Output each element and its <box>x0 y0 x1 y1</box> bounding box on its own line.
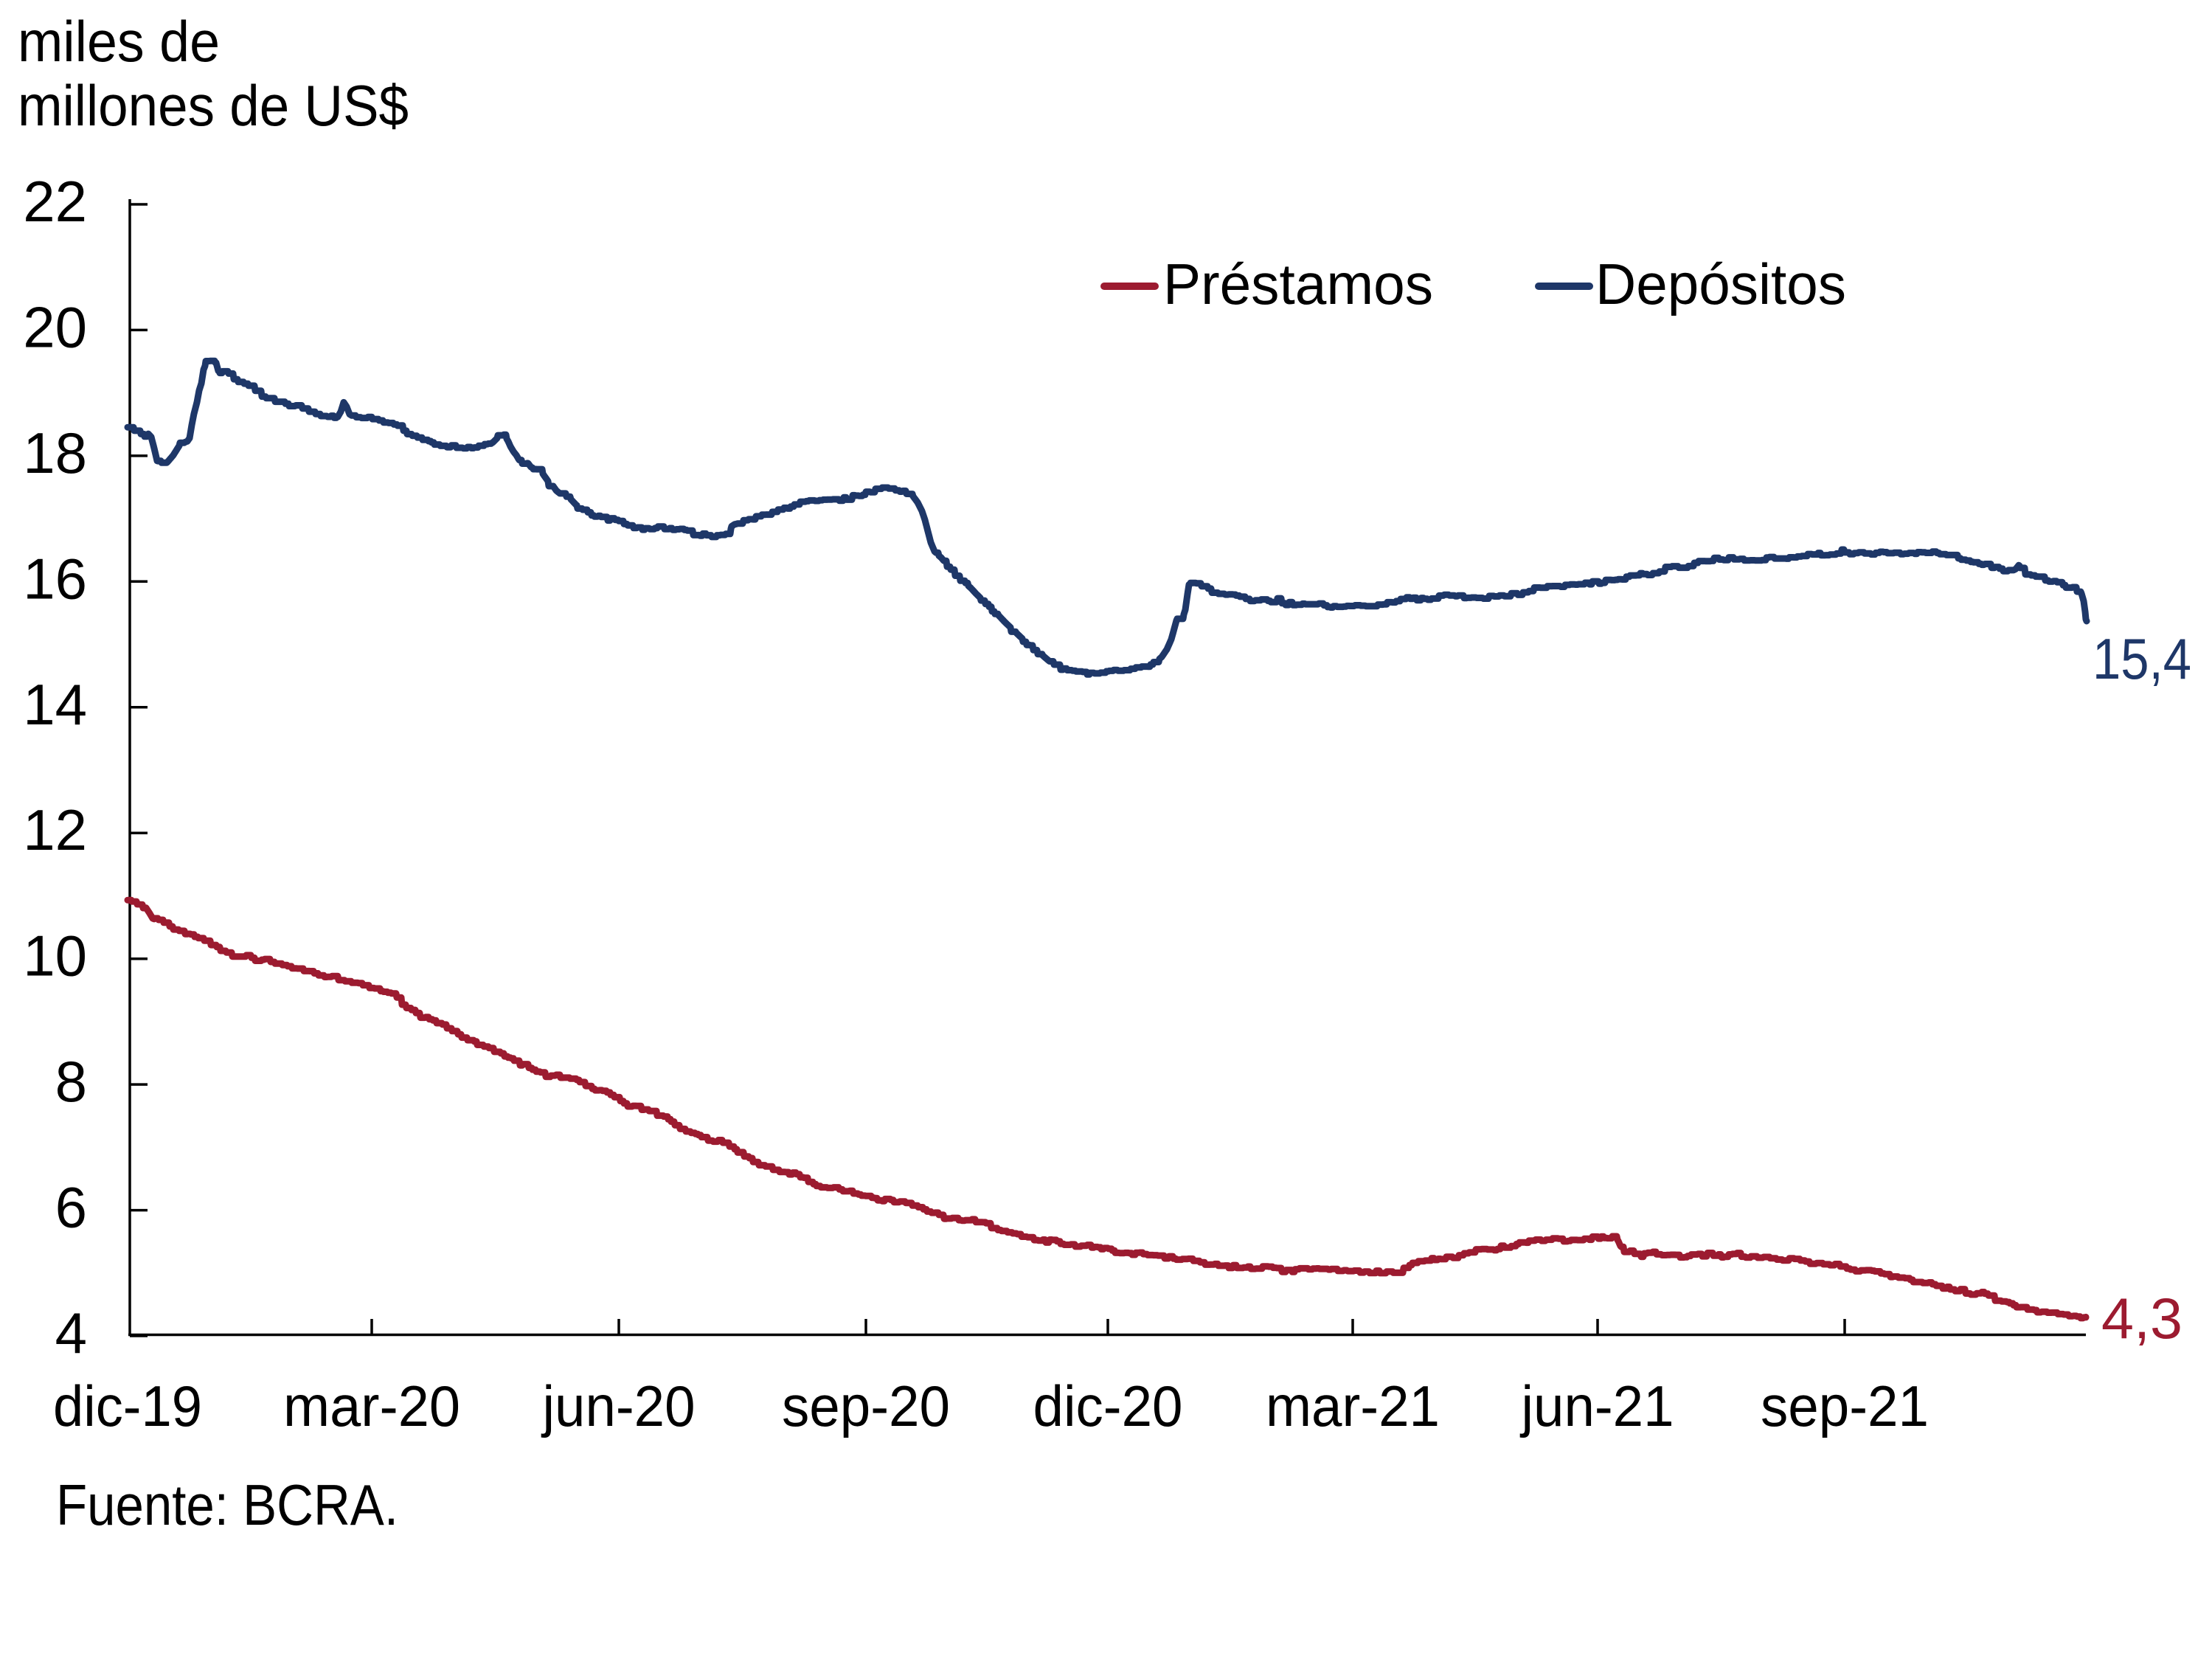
svg-text:mar-21: mar-21 <box>1266 1374 1440 1438</box>
svg-text:8: 8 <box>55 1049 87 1114</box>
svg-text:12: 12 <box>23 797 87 862</box>
svg-text:Préstamos: Préstamos <box>1163 252 1433 316</box>
svg-text:jun-21: jun-21 <box>1520 1374 1674 1438</box>
svg-text:dic-20: dic-20 <box>1033 1374 1183 1438</box>
svg-text:15,4: 15,4 <box>2093 626 2191 691</box>
svg-text:miles de: miles de <box>18 9 220 74</box>
svg-text:millones de US$: millones de US$ <box>18 73 409 138</box>
svg-text:22: 22 <box>23 169 87 234</box>
svg-text:sep-21: sep-21 <box>1761 1374 1929 1438</box>
svg-text:4,3: 4,3 <box>2101 1286 2182 1351</box>
svg-text:14: 14 <box>23 672 87 737</box>
svg-text:dic-19: dic-19 <box>53 1374 202 1438</box>
svg-text:Depósitos: Depósitos <box>1595 252 1846 316</box>
svg-text:mar-20: mar-20 <box>283 1374 460 1438</box>
svg-text:sep-20: sep-20 <box>782 1374 950 1438</box>
svg-text:18: 18 <box>23 420 87 485</box>
svg-text:16: 16 <box>23 546 87 611</box>
svg-text:10: 10 <box>23 924 87 988</box>
svg-text:20: 20 <box>23 294 87 359</box>
svg-text:jun-20: jun-20 <box>541 1374 696 1438</box>
svg-text:4: 4 <box>55 1300 87 1365</box>
svg-text:Fuente: BCRA.: Fuente: BCRA. <box>56 1472 398 1537</box>
svg-text:6: 6 <box>55 1175 87 1240</box>
